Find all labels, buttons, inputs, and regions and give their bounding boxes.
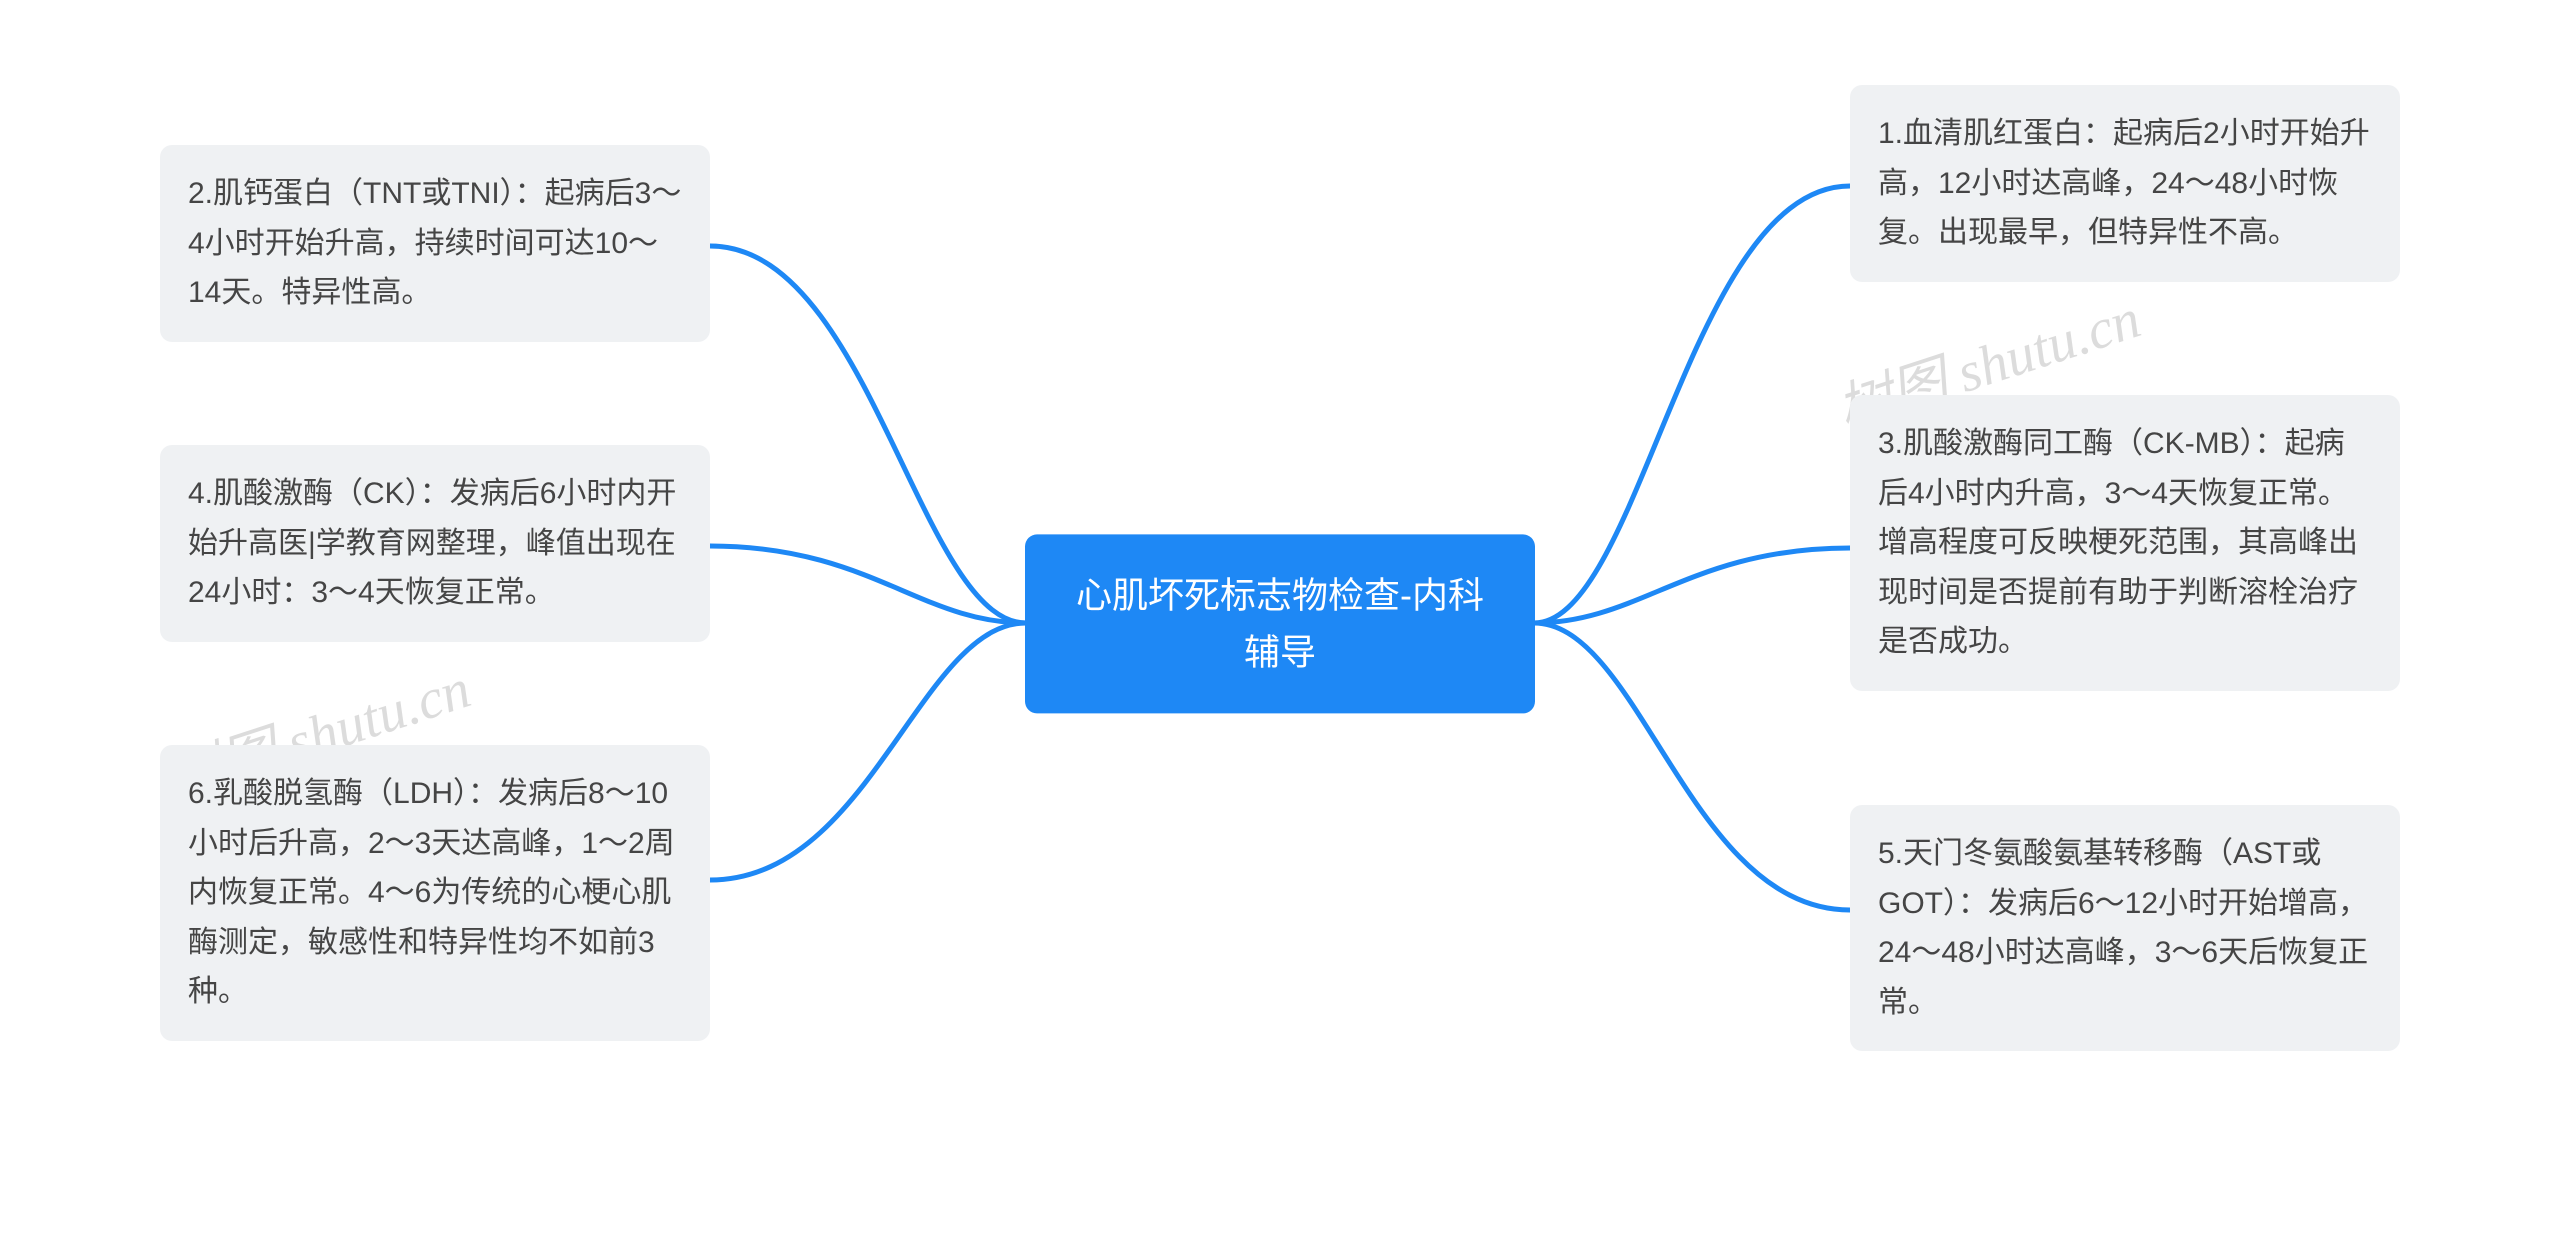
left-node-2: 4.肌酸激酶（CK）：发病后6小时内开始升高医|学教育网整理，峰值出现在24小时… <box>160 445 710 642</box>
right-node-3: 5.天门冬氨酸氨基转移酶（AST或GOT）：发病后6～12小时开始增高，24～4… <box>1850 805 2400 1051</box>
right-node-2: 3.肌酸激酶同工酶（CK-MB）：起病后4小时内升高，3～4天恢复正常。增高程度… <box>1850 395 2400 691</box>
left-node-3: 6.乳酸脱氢酶（LDH）：发病后8～10小时后升高，2～3天达高峰，1～2周内恢… <box>160 745 710 1041</box>
center-node: 心肌坏死标志物检查-内科辅导 <box>1025 534 1535 713</box>
right-node-1: 1.血清肌红蛋白：起病后2小时开始升高，12小时达高峰，24～48小时恢复。出现… <box>1850 85 2400 282</box>
left-node-1: 2.肌钙蛋白（TNT或TNI）：起病后3～4小时开始升高，持续时间可达10～14… <box>160 145 710 342</box>
